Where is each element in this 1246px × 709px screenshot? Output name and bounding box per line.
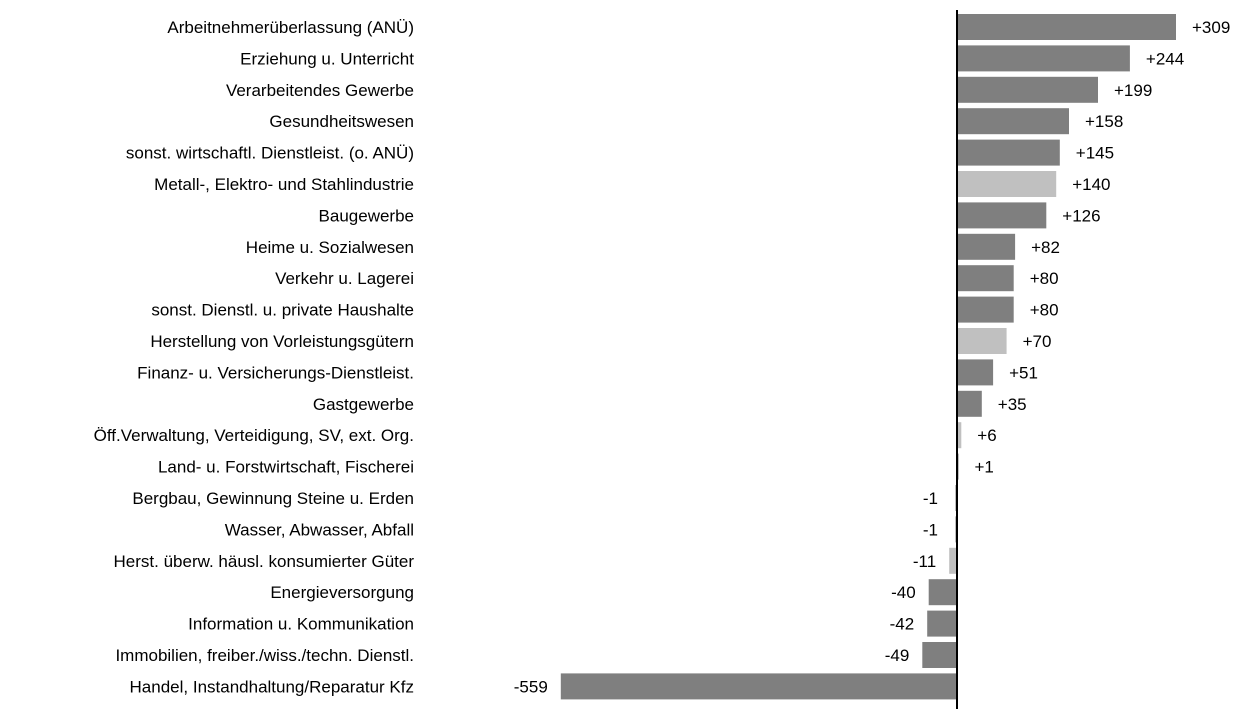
- category-labels: Arbeitnehmerüberlassung (ANÜ) Erziehung u…: [94, 18, 415, 696]
- category-label: Arbeitnehmerüberlassung (ANÜ): [167, 18, 414, 37]
- category-label: sonst. wirtschaftl. Dienstleist. (o. ANÜ…: [126, 144, 414, 163]
- bar: [957, 390, 982, 417]
- value-label: +145: [1076, 144, 1114, 163]
- bar: [957, 422, 962, 449]
- category-label: Information u. Kommunikation: [188, 615, 414, 634]
- value-label: -42: [890, 615, 915, 634]
- bar: [957, 171, 1057, 197]
- category-label: Gesundheitswesen: [269, 112, 414, 131]
- category-label: Herstellung von Vorleistungsgütern: [150, 332, 414, 351]
- category-label: Wasser, Abwasser, Abfall: [225, 520, 414, 539]
- value-label: +126: [1062, 206, 1100, 225]
- bar: [957, 14, 1176, 40]
- value-label: +1: [975, 458, 994, 477]
- bar: [957, 139, 1060, 166]
- bar: [560, 673, 957, 700]
- category-label: Verkehr u. Lagerei: [275, 269, 414, 288]
- bar: [922, 642, 957, 668]
- category-label: Herst. überw. häusl. konsumierter Güter: [114, 552, 415, 571]
- category-label: Handel, Instandhaltung/Reparatur Kfz: [130, 677, 414, 696]
- value-label: +80: [1030, 269, 1059, 288]
- value-label: +82: [1031, 238, 1060, 257]
- bar: [928, 579, 957, 606]
- bar: [927, 610, 957, 637]
- value-label: -49: [885, 646, 910, 665]
- value-label: +35: [998, 395, 1027, 414]
- value-labels: +309 +244 +199 +158 +145 +140 +126+82 +80 +80 +70…: [514, 18, 1231, 696]
- value-label: +70: [1023, 332, 1052, 351]
- category-label: Öff.Verwaltung, Verteidigung, SV, ext. O…: [94, 426, 414, 445]
- category-label: Gastgewerbe: [313, 395, 414, 414]
- category-label: Land- u. Forstwirtschaft, Fischerei: [158, 458, 414, 477]
- category-label: Bergbau, Gewinnung Steine u. Erden: [132, 489, 414, 508]
- bar: [957, 45, 1130, 72]
- value-label: -1: [923, 489, 938, 508]
- bar: [957, 108, 1069, 135]
- value-label: -11: [913, 552, 936, 571]
- category-label: Metall-, Elektro- und Stahlindustrie: [154, 175, 414, 194]
- value-label: +80: [1030, 301, 1059, 320]
- bar: [949, 547, 957, 574]
- value-label: +158: [1085, 112, 1123, 131]
- value-label: +140: [1072, 175, 1110, 194]
- category-label: Heime u. Sozialwesen: [246, 238, 414, 257]
- value-label: -1: [923, 520, 938, 539]
- value-label: +51: [1009, 363, 1038, 382]
- value-label: +6: [977, 426, 996, 445]
- category-label: Finanz- u. Versicherungs-Dienstleist.: [137, 363, 414, 382]
- value-label: +309: [1192, 18, 1230, 37]
- value-label: -40: [891, 583, 916, 602]
- bars: [560, 14, 1176, 700]
- value-label: +199: [1114, 81, 1152, 100]
- category-label: sonst. Dienstl. u. private Haushalte: [151, 301, 414, 320]
- category-label: Energieversorgung: [270, 583, 414, 602]
- bar: [957, 359, 994, 386]
- category-label: Immobilien, freiber./wiss./techn. Dienst…: [115, 646, 414, 665]
- category-label: Erziehung u. Unterricht: [240, 49, 414, 68]
- value-label: -559: [514, 677, 548, 696]
- bar: [957, 265, 1014, 292]
- category-label: Verarbeitendes Gewerbe: [226, 81, 414, 100]
- value-label: +244: [1146, 49, 1184, 68]
- bar: [957, 296, 1014, 323]
- bar: [957, 328, 1007, 354]
- category-label: Baugewerbe: [319, 206, 414, 225]
- bar: [957, 202, 1047, 229]
- bar: [957, 76, 1098, 103]
- bar: [957, 233, 1016, 260]
